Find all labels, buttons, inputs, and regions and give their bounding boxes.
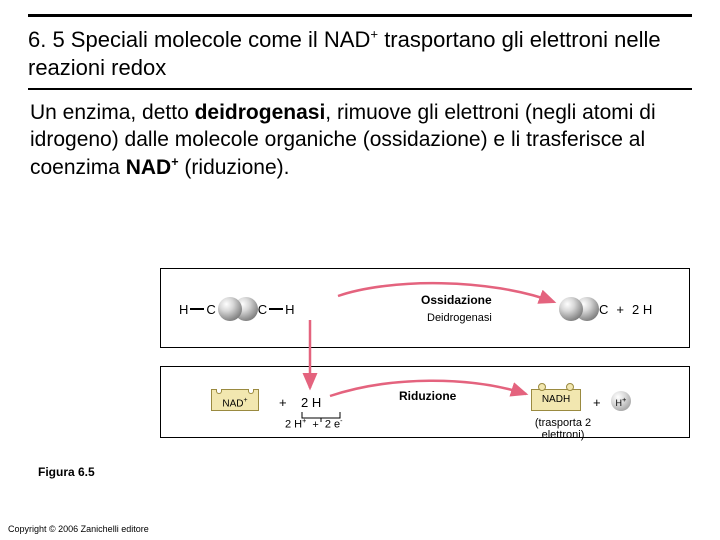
bond-icon — [190, 308, 204, 310]
body-t1: Un enzima, detto — [30, 101, 195, 124]
body-bold1: deidrogenasi — [195, 101, 326, 124]
electron-equation: 2 H+ + 2 e- — [285, 417, 343, 431]
body-text: Un enzima, detto deidrogenasi, rimuove g… — [30, 100, 680, 182]
nad-plus-box: NAD+ — [211, 389, 259, 411]
atom-h-left: H — [179, 302, 188, 317]
dehydrogenase-label: Deidrogenasi — [427, 312, 492, 324]
diagram: H C C H Ossidazione Deidrogenasi C + 2 H… — [160, 268, 690, 458]
two-h-reactant: 2 H — [301, 395, 321, 410]
title-sup: + — [370, 27, 378, 42]
body-t3: (riduzione). — [179, 156, 290, 179]
carbon-spheres-icon — [218, 297, 258, 321]
panel-oxidation: H C C H Ossidazione Deidrogenasi C + 2 H — [160, 268, 690, 348]
bond-icon — [269, 308, 283, 310]
mid-rule — [28, 88, 692, 90]
title-pre: 6. 5 Speciali molecole come il NAD — [28, 27, 370, 52]
figure-caption: Figura 6.5 — [38, 465, 95, 479]
atom-h-right: H — [285, 302, 294, 317]
panel-reduction: NAD+ + 2 H Riduzione NADH + H+ 2 H+ + 2 … — [160, 366, 690, 438]
reduction-label: Riduzione — [399, 389, 456, 403]
atom-c-left: C — [206, 302, 215, 317]
top-rule — [28, 14, 692, 17]
body-bold2: NAD+ — [126, 156, 179, 179]
atom-c-product: C — [599, 302, 608, 317]
slide-title: 6. 5 Speciali molecole come il NAD+ tras… — [28, 26, 692, 81]
atom-c-right: C — [258, 302, 267, 317]
proton-icon: H+ — [611, 391, 631, 411]
copyright: Copyright © 2006 Zanichelli editore — [8, 524, 149, 534]
plus-sign: + — [279, 395, 287, 410]
oxidation-label: Ossidazione — [421, 293, 492, 307]
plus-sign: + — [616, 302, 624, 317]
reactant-molecule: H C C H — [179, 297, 295, 321]
carbon-spheres-icon — [559, 297, 599, 321]
two-h-label: 2 H — [632, 302, 652, 317]
nadh-box: NADH — [531, 389, 581, 411]
plus-sign: + — [593, 395, 601, 410]
product-molecule: C + 2 H — [559, 297, 652, 321]
transport-note: (trasporta 2 elettroni) — [523, 417, 603, 441]
